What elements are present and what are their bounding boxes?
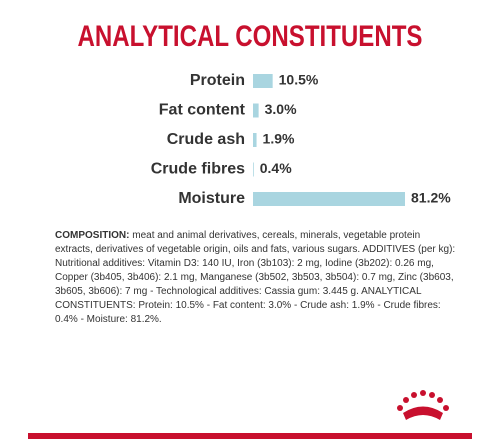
value-label: 81.2%	[411, 190, 451, 206]
logo	[397, 390, 449, 420]
bar	[253, 162, 254, 177]
chart-title: ANALYTICAL CONSTITUENTS	[78, 20, 423, 53]
bar	[253, 133, 257, 147]
composition-label: COMPOSITION:	[55, 230, 130, 241]
footer-bar	[28, 433, 472, 439]
bar	[253, 192, 405, 206]
category-label: Crude ash	[167, 131, 245, 148]
category-label: Fat content	[159, 102, 246, 119]
category-label: Crude fibres	[151, 161, 245, 178]
category-label: Moisture	[178, 190, 245, 207]
composition: COMPOSITION: meat and animal derivatives…	[55, 229, 460, 327]
value-label: 1.9%	[263, 131, 295, 147]
value-label: 3.0%	[265, 101, 297, 117]
bar	[253, 103, 259, 118]
composition-text: meat and animal derivatives, cereals, mi…	[55, 230, 456, 325]
category-label: Protein	[190, 72, 245, 89]
value-label: 0.4%	[260, 160, 292, 176]
value-label: 10.5%	[279, 72, 319, 88]
bar	[253, 74, 273, 88]
